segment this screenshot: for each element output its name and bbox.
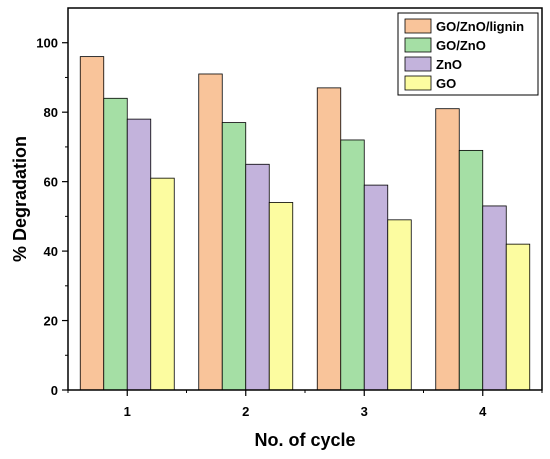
- y-tick-label: 80: [44, 105, 58, 120]
- y-tick-label: 40: [44, 244, 58, 259]
- bar-go-zno-cycle-3: [340, 139, 365, 391]
- bars-layer: [79, 56, 531, 391]
- bar-go-zno-cycle-2: [221, 122, 247, 391]
- bar-go-zno-lignin-cycle-4: [435, 108, 460, 391]
- bar-go-zno-lignin-cycle-3: [316, 87, 342, 391]
- bar-zno-cycle-3: [363, 184, 389, 391]
- bar-go-cycle-1: [150, 177, 175, 391]
- x-tick-label: 1: [124, 404, 131, 419]
- bar-zno-cycle-1: [126, 118, 152, 391]
- y-tick-label: 100: [36, 36, 58, 51]
- legend-label: GO: [436, 76, 456, 91]
- legend-label: GO/ZnO/lignin: [436, 19, 524, 34]
- legend-swatch: [404, 75, 432, 91]
- x-tick-label: 3: [361, 404, 368, 419]
- x-tick-label: 4: [479, 404, 487, 419]
- x-tick-label: 2: [242, 404, 249, 419]
- legend-swatch: [404, 18, 432, 34]
- x-axis-title: No. of cycle: [254, 430, 355, 450]
- y-tick-label: 60: [44, 175, 58, 190]
- legend: GO/ZnO/lignin GO/ZnO ZnO GO: [397, 12, 539, 96]
- bar-zno-cycle-2: [245, 163, 270, 391]
- y-tick-label: 20: [44, 314, 58, 329]
- legend-label: GO/ZnO: [436, 38, 486, 53]
- bar-go-zno-cycle-4: [458, 149, 484, 391]
- bar-go-zno-lignin-cycle-2: [198, 73, 223, 391]
- bar-go-cycle-2: [268, 202, 294, 391]
- bar-go-zno-lignin-cycle-1: [79, 56, 105, 391]
- legend-label: ZnO: [436, 57, 462, 72]
- bar-go-cycle-3: [387, 219, 412, 391]
- bar-go-zno-cycle-1: [103, 97, 128, 391]
- bar-zno-cycle-4: [482, 205, 507, 391]
- y-axis-title: % Degradation: [10, 136, 30, 262]
- bar-go-cycle-4: [505, 243, 531, 391]
- legend-swatch: [404, 37, 432, 53]
- legend-swatch: [404, 56, 432, 72]
- y-tick-label: 0: [51, 383, 58, 398]
